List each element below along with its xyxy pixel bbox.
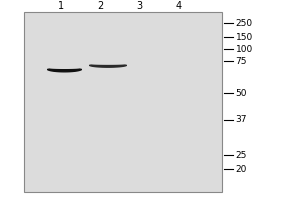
Text: 100: 100 [236, 45, 253, 53]
Polygon shape [47, 69, 82, 72]
Text: 37: 37 [236, 116, 247, 124]
Text: 50: 50 [236, 88, 247, 98]
Polygon shape [89, 65, 127, 67]
Text: 4: 4 [176, 1, 182, 11]
Text: 25: 25 [236, 150, 247, 160]
Text: 150: 150 [236, 32, 253, 42]
Bar [24, 12, 222, 192]
Text: 3: 3 [136, 1, 142, 11]
Text: 250: 250 [236, 19, 253, 27]
Text: 75: 75 [236, 56, 247, 66]
Text: 2: 2 [98, 1, 103, 11]
Text: 1: 1 [58, 1, 64, 11]
Text: 20: 20 [236, 164, 247, 173]
